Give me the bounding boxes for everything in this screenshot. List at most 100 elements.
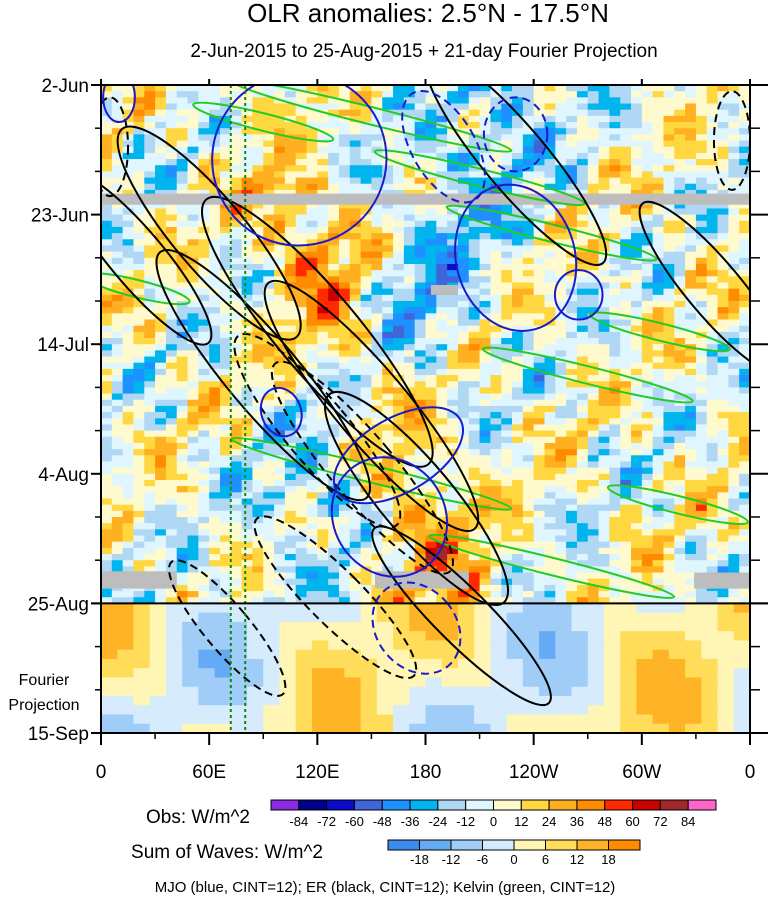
- obs-cell: [447, 393, 459, 401]
- obs-cell: [306, 282, 318, 290]
- obs-cell: [317, 165, 329, 172]
- obs-cell: [609, 405, 621, 413]
- obs-cell: [176, 455, 189, 463]
- obs-cell: [663, 442, 675, 450]
- obs-cell: [544, 134, 556, 142]
- obs-cell: [587, 294, 600, 302]
- obs-cell: [544, 529, 556, 537]
- obs-cell: [739, 517, 750, 524]
- obs-cell: [241, 597, 254, 604]
- obs-cell: [663, 554, 675, 561]
- obs-cell: [522, 412, 535, 419]
- obs-cell: [111, 368, 124, 376]
- obs-cell: [219, 560, 232, 567]
- obs-cell: [360, 251, 373, 259]
- obs-cell: [317, 85, 329, 92]
- obs-cell: [306, 183, 318, 191]
- obs-cell: [263, 517, 275, 524]
- obs-cell: [252, 146, 264, 154]
- obs-cell: [555, 486, 567, 493]
- obs-cell: [349, 288, 362, 296]
- obs-cell: [620, 97, 632, 105]
- obs-cell: [641, 325, 654, 333]
- obs-cell: [620, 122, 632, 129]
- obs-cell: [122, 202, 135, 210]
- obs-cell: [198, 554, 210, 561]
- obs-cell: [122, 331, 135, 339]
- obs-cell: [425, 301, 437, 308]
- obs-cell: [176, 405, 189, 413]
- obs-cell: [652, 566, 665, 574]
- obs-cell: [663, 103, 675, 111]
- obs-cell: [338, 122, 351, 129]
- obs-cell: [631, 529, 643, 537]
- obs-cell: [641, 591, 654, 598]
- obs-cell: [587, 239, 600, 247]
- obs-cell: [338, 202, 351, 210]
- obs-cell: [652, 226, 665, 234]
- obs-cell: [512, 202, 524, 210]
- obs-cell: [306, 85, 318, 92]
- obs-cell: [209, 356, 221, 364]
- obs-cell: [479, 115, 491, 123]
- obs-cell: [739, 91, 750, 98]
- obs-cell: [198, 498, 210, 506]
- obs-cell: [295, 338, 308, 345]
- obs-cell: [295, 486, 308, 493]
- obs-cell: [414, 294, 427, 302]
- obs-cell: [728, 412, 740, 419]
- obs-cell: [447, 245, 459, 253]
- obs-cell: [284, 331, 297, 339]
- obs-cell: [360, 498, 373, 506]
- obs-cell: [371, 566, 383, 574]
- obs-cell: [176, 282, 189, 290]
- obs-cell: [349, 492, 362, 500]
- obs-cell: [533, 245, 546, 253]
- obs-cell: [468, 270, 481, 277]
- obs-cell: [695, 177, 708, 185]
- obs-cell: [544, 97, 556, 105]
- obs-cell: [436, 498, 448, 506]
- obs-cell: [620, 245, 632, 253]
- obs-cell: [674, 208, 686, 216]
- obs-cell: [576, 486, 589, 493]
- obs-cell: [425, 523, 437, 530]
- obs-cell: [219, 134, 232, 142]
- obs-cell: [739, 307, 750, 314]
- obs-cell: [544, 233, 556, 240]
- obs-cell: [338, 159, 351, 166]
- obs-cell: [663, 208, 675, 216]
- obs-cell: [522, 226, 535, 234]
- obs-cell: [566, 140, 578, 148]
- obs-cell: [165, 183, 178, 191]
- obs-cell: [176, 134, 189, 142]
- obs-cell: [663, 140, 675, 148]
- obs-cell: [468, 368, 481, 376]
- obs-cell: [544, 455, 556, 463]
- obs-cell: [198, 239, 210, 247]
- obs-cell: [382, 319, 394, 327]
- obs-cell: [609, 338, 621, 345]
- obs-cell: [360, 412, 373, 419]
- obs-cell: [490, 331, 502, 339]
- obs-cell: [706, 276, 719, 284]
- obs-cell: [393, 399, 405, 407]
- obs-cell: [274, 486, 286, 493]
- obs-cell: [144, 338, 156, 345]
- obs-cell: [371, 152, 383, 160]
- obs-cell: [317, 566, 329, 574]
- obs-cell: [566, 202, 578, 210]
- obs-cell: [566, 473, 578, 481]
- obs-cell: [209, 541, 221, 549]
- obs-cell: [685, 140, 697, 148]
- obs-cell: [155, 560, 167, 567]
- obs-cell: [447, 436, 459, 444]
- obs-cell: [436, 554, 448, 561]
- obs-cell: [587, 202, 600, 210]
- obs-cell: [663, 257, 675, 265]
- obs-cell: [338, 134, 351, 142]
- obs-cell: [393, 85, 405, 92]
- obs-cell: [241, 226, 254, 234]
- obs-cell: [631, 572, 643, 580]
- obs-cell: [328, 504, 340, 512]
